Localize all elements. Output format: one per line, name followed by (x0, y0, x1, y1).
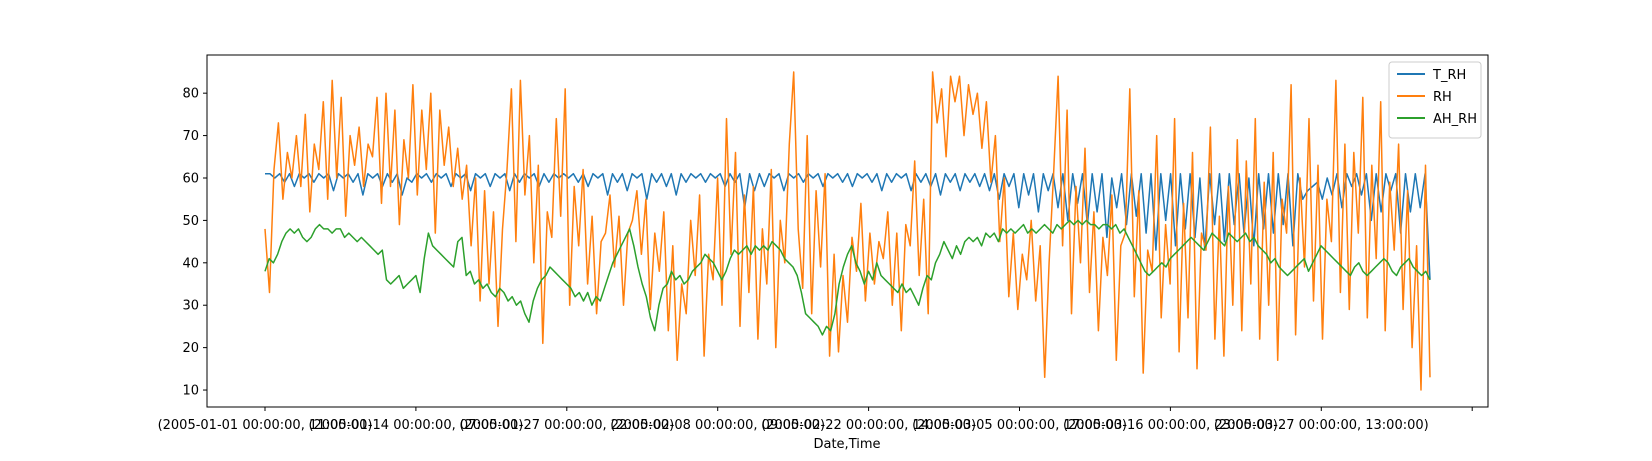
x-tick-label: (2005-01-01 00:00:00, 11:00:00) (158, 418, 373, 433)
x-tick-label: (2005-01-27 00:00:00, 22:00:00) (459, 418, 674, 433)
y-tick-label: 20 (182, 341, 199, 356)
y-tick-label: 10 (182, 384, 199, 399)
legend-label: T_RH (1432, 68, 1466, 83)
x-tick-label: (2005-03-16 00:00:00, 23:00:00) (1063, 418, 1278, 433)
y-tick-label: 70 (182, 129, 199, 144)
plot-frame (206, 54, 1489, 408)
y-tick-label: 50 (182, 214, 199, 229)
y-tick-label: 30 (182, 299, 199, 314)
x-axis-label: Date,Time (813, 437, 880, 452)
series-line-t-rh (265, 172, 1431, 280)
series-line-ah-rh (264, 219, 1431, 336)
legend: T_RH RH AH_RH (1388, 61, 1482, 139)
y-tick-label: 40 (182, 256, 199, 271)
x-axis: (2005-01-01 00:00:00, 11:00:00)(2005-01-… (158, 407, 1473, 433)
y-tick-label: 80 (182, 87, 199, 102)
x-tick-label: (2005-02-08 00:00:00, 09:00:00) (610, 418, 825, 433)
legend-label: RH (1433, 90, 1452, 105)
series-layer (264, 71, 1431, 391)
y-axis: 10 20 30 40 50 60 70 80 (182, 87, 207, 399)
series-line-rh (264, 71, 1431, 391)
x-tick-label: (2005-03-27 00:00:00, 13:00:00) (1214, 418, 1429, 433)
x-tick-label: (2005-03-05 00:00:00, 17:00:00) (912, 418, 1127, 433)
legend-label: AH_RH (1433, 112, 1477, 127)
y-tick-label: 60 (182, 171, 199, 186)
x-tick-label: (2005-01-14 00:00:00, 07:00:00) (308, 418, 523, 433)
x-tick-label: (2005-02-22 00:00:00, 14:00:00) (761, 418, 976, 433)
